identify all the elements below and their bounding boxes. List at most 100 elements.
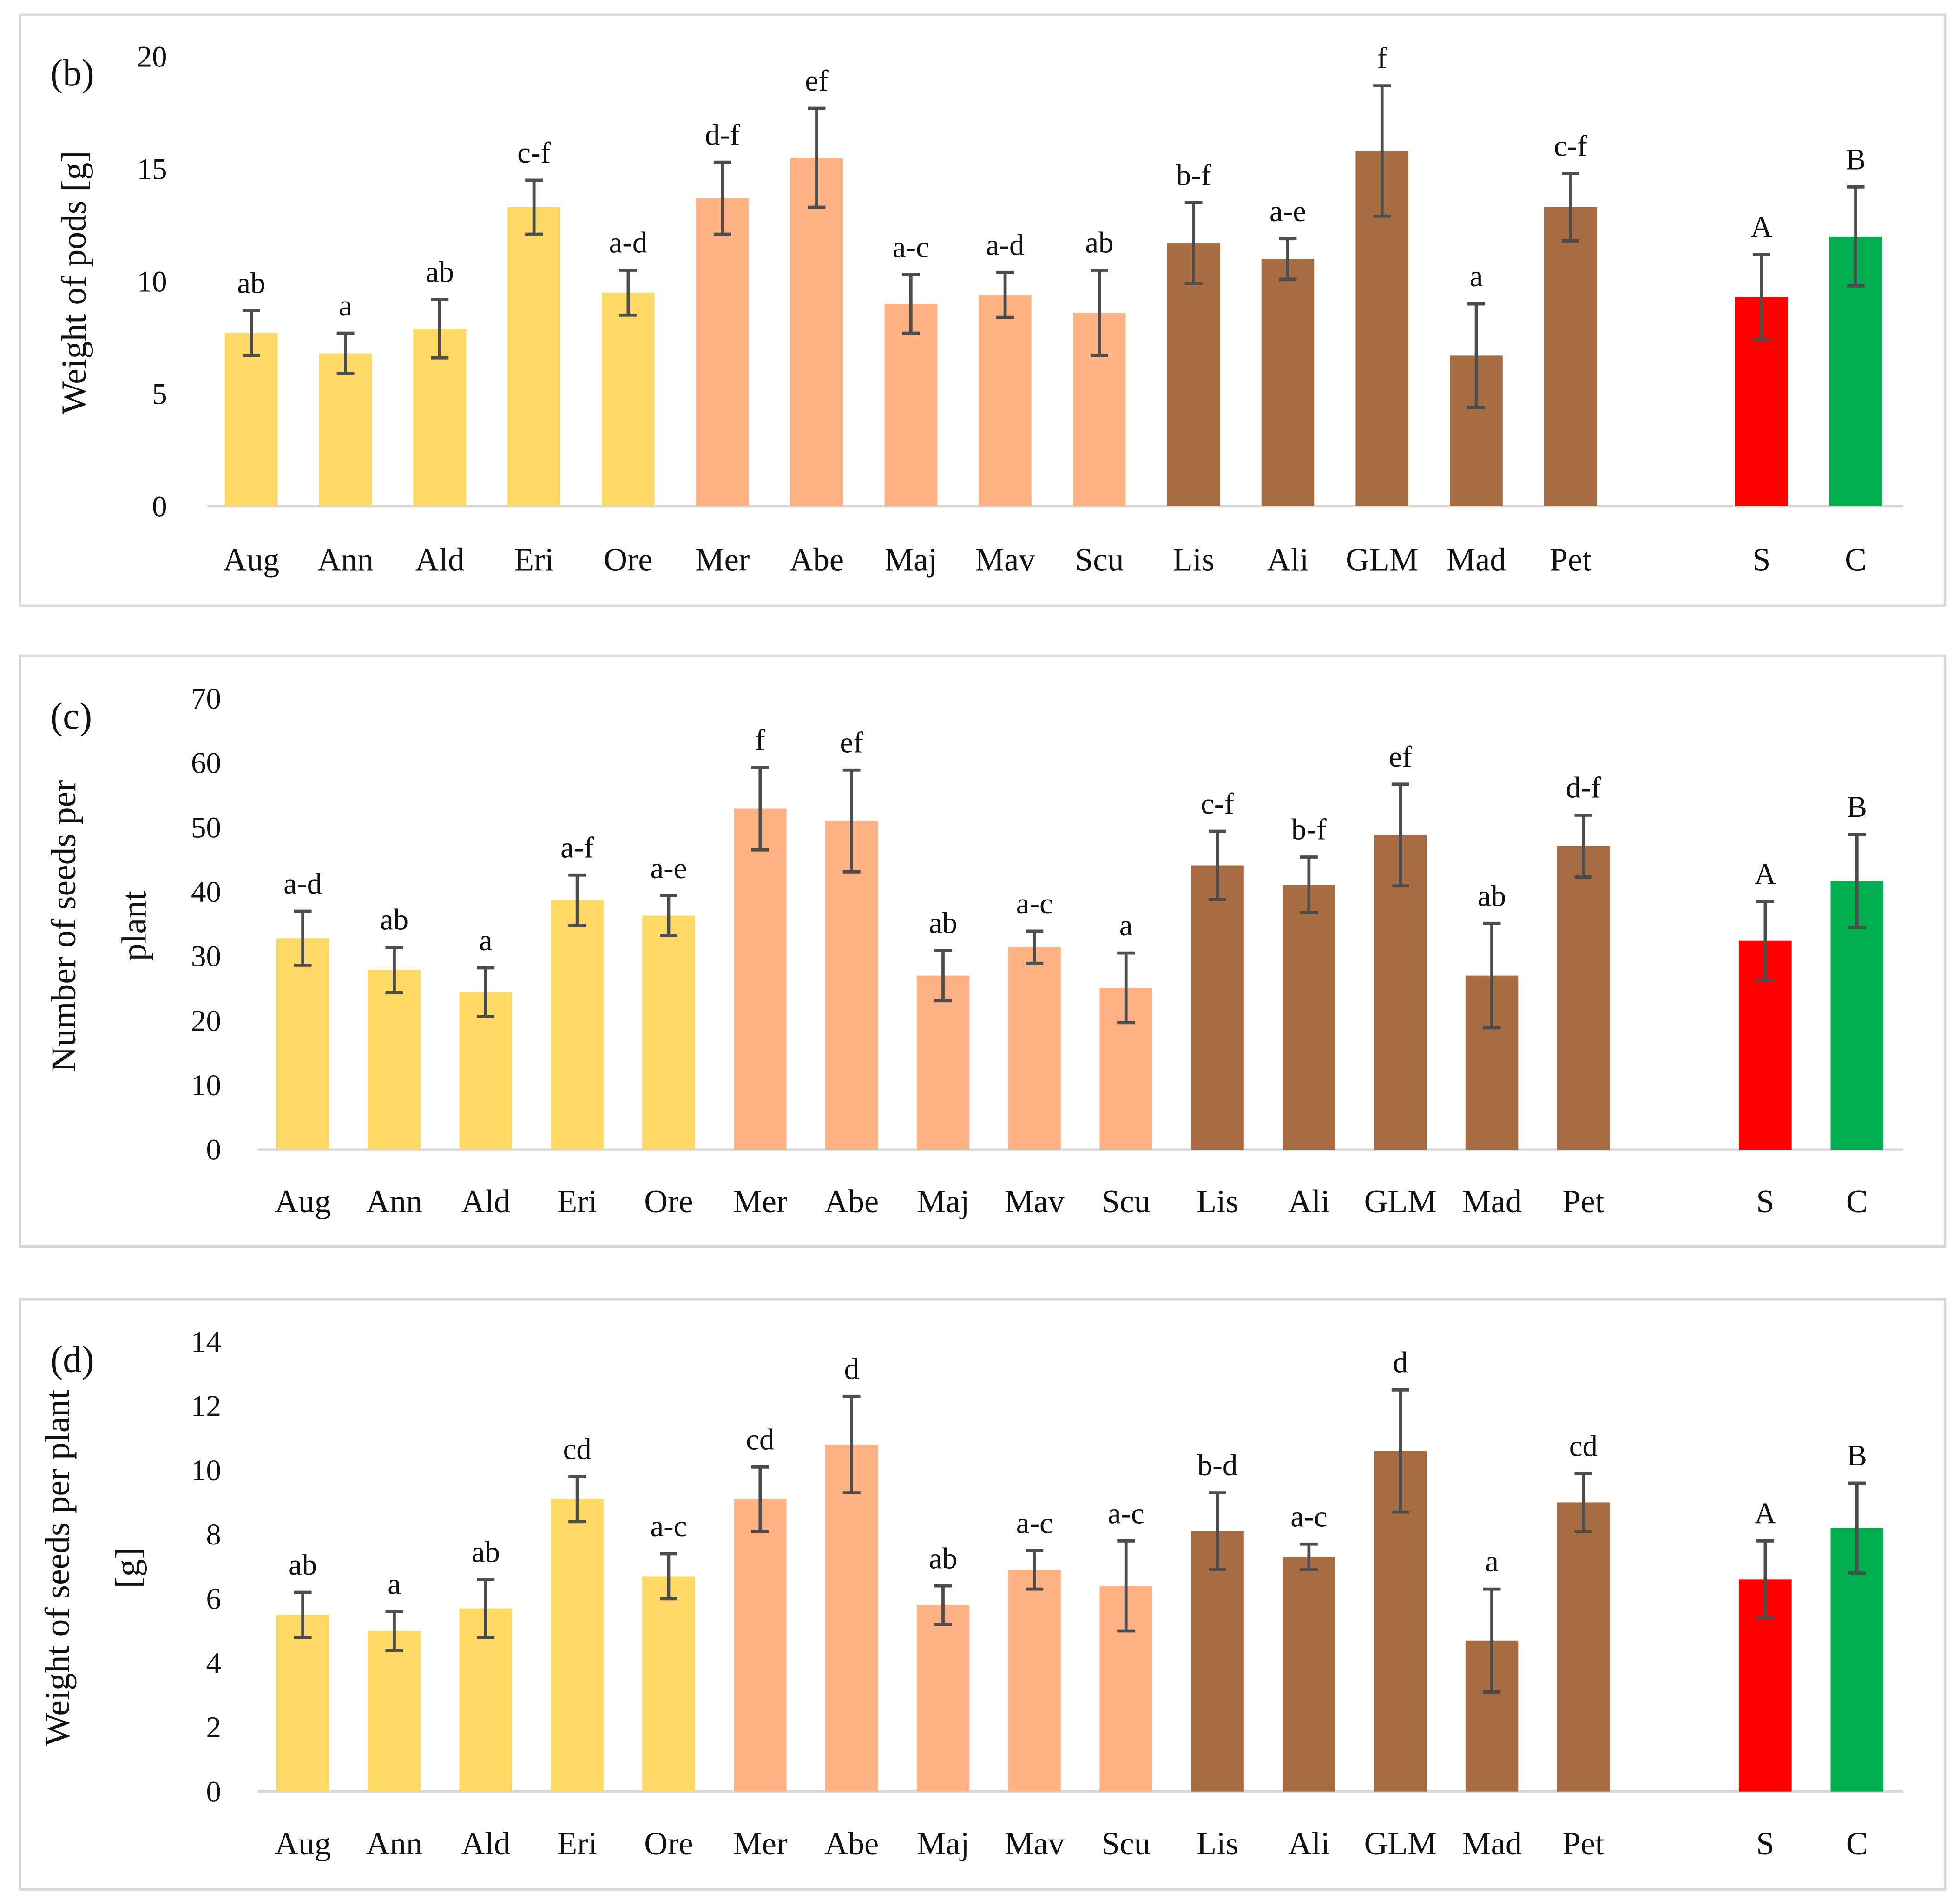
- y-tick-label: 0: [206, 1775, 221, 1808]
- significance-letter: a-e: [1269, 195, 1306, 228]
- y-tick-label: 10: [191, 1069, 221, 1102]
- bar-ald: [459, 1608, 513, 1792]
- bar-abe: [825, 1444, 878, 1792]
- significance-letter: b-f: [1176, 158, 1211, 192]
- significance-letter: a: [1119, 909, 1133, 942]
- significance-letter: A: [1750, 210, 1772, 244]
- y-tick-label: 12: [191, 1390, 221, 1423]
- panel-frame: [19, 654, 1947, 1248]
- category-label: Maj: [917, 1183, 969, 1220]
- category-label: Ali: [1288, 1826, 1330, 1862]
- y-tick-label: 5: [152, 377, 167, 411]
- category-label: Ann: [366, 1826, 422, 1862]
- bar-mav: [1008, 947, 1061, 1150]
- bar-maj: [916, 1605, 970, 1792]
- significance-letter: ef: [1389, 740, 1413, 774]
- category-label: Eri: [557, 1826, 597, 1862]
- category-label: Mer: [733, 1826, 787, 1862]
- bar-eri: [551, 900, 604, 1150]
- significance-letter: a-d: [609, 226, 648, 260]
- bar-pet: [1557, 1502, 1610, 1792]
- category-label: S: [1752, 542, 1770, 578]
- significance-letter: f: [1377, 42, 1387, 75]
- y-axis-label-line2: plant: [115, 891, 154, 961]
- significance-letter: ab: [426, 256, 454, 289]
- significance-letter: a-d: [986, 228, 1025, 262]
- bar-lis: [1191, 865, 1244, 1150]
- category-label: Pet: [1550, 542, 1592, 578]
- bar-ali: [1261, 259, 1315, 506]
- significance-letter: ab: [380, 903, 408, 937]
- bar-ore: [642, 1576, 695, 1792]
- category-label: GLM: [1364, 1183, 1437, 1220]
- significance-letter: A: [1754, 857, 1776, 891]
- category-label: Ald: [415, 542, 464, 578]
- panel-label: (b): [50, 52, 94, 94]
- significance-letter: A: [1754, 1497, 1776, 1531]
- significance-letter: cd: [746, 1423, 774, 1457]
- significance-letter: cd: [1569, 1429, 1598, 1463]
- category-label: Mad: [1447, 542, 1506, 578]
- panel-label: (c): [50, 695, 92, 737]
- bar-abe: [825, 821, 878, 1150]
- category-label: Scu: [1101, 1826, 1150, 1862]
- y-tick-label: 20: [191, 1004, 221, 1038]
- significance-letter: a-c: [650, 1510, 687, 1543]
- significance-letter: ef: [805, 64, 829, 98]
- category-label: S: [1756, 1826, 1774, 1862]
- y-tick-label: 4: [206, 1647, 221, 1680]
- significance-letter: a: [388, 1568, 401, 1601]
- category-label: C: [1846, 1826, 1868, 1862]
- category-label: Maj: [917, 1826, 969, 1862]
- y-tick-label: 40: [191, 875, 221, 909]
- category-label: Maj: [885, 542, 937, 578]
- y-axis-label: Number of seeds per plant: [45, 780, 153, 1072]
- y-axis-label: Weight of seeds per plant [g]: [39, 1390, 147, 1746]
- bar-pet: [1557, 846, 1610, 1150]
- category-label: Eri: [514, 542, 554, 578]
- bar-mav: [1008, 1570, 1061, 1792]
- significance-letter: ef: [840, 726, 863, 759]
- category-label: Abe: [824, 1826, 879, 1862]
- category-label: Lis: [1197, 1826, 1238, 1862]
- y-tick-label: 20: [137, 40, 167, 73]
- bar-aug: [276, 1615, 329, 1792]
- category-label: Mad: [1462, 1826, 1522, 1862]
- category-label: Mer: [695, 542, 750, 578]
- significance-letter: B: [1846, 143, 1866, 177]
- significance-letter: a: [339, 289, 352, 322]
- category-label: Mav: [1005, 1183, 1065, 1220]
- significance-letter: ab: [1478, 879, 1506, 913]
- category-label: Abe: [789, 542, 844, 578]
- significance-letter: c-f: [1201, 787, 1234, 821]
- y-tick-label: 30: [191, 940, 221, 973]
- category-label: Mav: [975, 542, 1036, 578]
- significance-letter: a-c: [1016, 887, 1053, 920]
- significance-letter: a-f: [560, 831, 594, 864]
- bar-maj: [884, 304, 938, 506]
- y-axis-label-line2: [g]: [109, 1547, 147, 1588]
- category-label: Aug: [275, 1183, 331, 1220]
- y-tick-label: 60: [191, 747, 221, 780]
- y-axis-label-line1: Weight of seeds per plant: [39, 1390, 77, 1746]
- significance-letter: a-c: [1016, 1506, 1053, 1540]
- significance-letter: ab: [929, 1542, 957, 1575]
- bar-abe: [790, 158, 843, 506]
- y-tick-label: 10: [137, 265, 167, 298]
- significance-letter: a: [1470, 260, 1483, 293]
- significance-letter: a-d: [283, 867, 322, 900]
- significance-letter: ab: [1085, 226, 1113, 260]
- y-tick-label: 6: [206, 1582, 221, 1616]
- bar-ann: [319, 353, 372, 506]
- y-tick-label: 2: [206, 1711, 221, 1744]
- category-label: Aug: [223, 542, 279, 578]
- y-tick-label: 0: [152, 490, 167, 523]
- bar-mer: [696, 198, 749, 506]
- significance-letter: b-d: [1197, 1449, 1237, 1482]
- significance-letter: d: [1393, 1346, 1408, 1380]
- category-label: Scu: [1101, 1183, 1150, 1220]
- category-label: C: [1845, 542, 1867, 578]
- category-label: GLM: [1364, 1826, 1437, 1862]
- bar-ali: [1283, 1557, 1335, 1792]
